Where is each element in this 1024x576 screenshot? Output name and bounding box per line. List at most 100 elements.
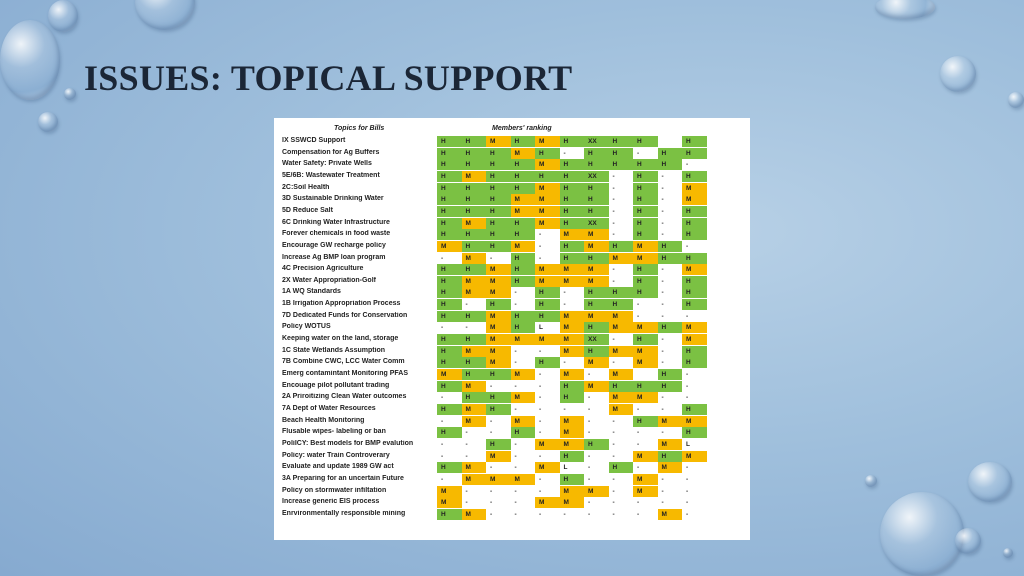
ranking-cell: - <box>584 508 609 520</box>
ranking-cell: - <box>584 427 609 439</box>
ranking-cell: - <box>608 229 633 241</box>
ranking-cell: H <box>510 252 535 264</box>
ranking-cell: H <box>486 170 511 182</box>
ranking-cell: M <box>461 345 486 357</box>
ranking-cell: H <box>633 229 658 241</box>
ranking-cell: M <box>559 275 584 287</box>
ranking-cell: - <box>461 427 486 439</box>
topic-label: 4C Precision Agriculture <box>282 265 364 273</box>
ranking-cell: M <box>486 322 511 334</box>
topic-label: 2A Priroitizing Clean Water outcomes <box>282 393 407 401</box>
ranking-cell: H <box>633 136 658 147</box>
topic-label: Evaluate and update 1989 GW act <box>282 463 394 471</box>
ranking-cell: - <box>510 299 535 311</box>
ranking-cell: - <box>437 450 462 462</box>
ranking-cell: H <box>535 299 560 311</box>
ranking-cell: - <box>633 427 658 439</box>
ranking-cell: - <box>535 427 560 439</box>
ranking-cell: - <box>657 299 682 311</box>
ranking-cell: H <box>657 240 682 252</box>
table-row: Forever chemicals in food waste H H H H - M M - H… <box>274 229 750 241</box>
ranking-cell: - <box>584 450 609 462</box>
ranking-cell: - <box>461 485 486 497</box>
ranking-cell: M <box>461 462 486 474</box>
ranking-cell: H <box>486 147 511 159</box>
ranking-cell: - <box>510 497 535 509</box>
ranking-cell: H <box>584 159 609 171</box>
ranking-cell: M <box>608 369 633 380</box>
ranking-cell: H <box>559 380 584 392</box>
ranking-cell: H <box>682 287 707 299</box>
topic-label: 7D Dedicated Funds for Conservation <box>282 311 408 319</box>
ranking-cell: H <box>584 345 609 357</box>
ranking-cell: H <box>461 229 486 241</box>
ranking-cell: M <box>486 345 511 357</box>
ranking-cell: H <box>461 264 486 276</box>
ranking-cell: M <box>535 462 560 474</box>
ranking-cell: - <box>584 462 609 474</box>
topic-label: Forever chemicals in food waste <box>282 230 391 238</box>
table-row: 2A Priroitizing Clean Water outcomes - H H M… <box>274 392 750 404</box>
ranking-cell: M <box>461 170 486 182</box>
ranking-cell: M <box>657 462 682 474</box>
ranking-cell <box>657 136 682 147</box>
ranking-cell: M <box>657 508 682 520</box>
ranking-cell: H <box>510 322 535 334</box>
ranking-cell: H <box>437 194 462 206</box>
ranking-cell: M <box>584 310 609 322</box>
table-row: Increase generic EIS process M - - - M M - - - - - <box>274 497 750 509</box>
ranking-cell: - <box>510 345 535 357</box>
ranking-cell: H <box>486 403 511 415</box>
ranking-cell: M <box>682 182 707 194</box>
ranking-cell: M <box>633 473 658 485</box>
ranking-cell: - <box>682 497 707 509</box>
ranking-cell: H <box>437 147 462 159</box>
ranking-cell: - <box>535 252 560 264</box>
ranking-cell: H <box>461 194 486 206</box>
ranking-cell: H <box>461 182 486 194</box>
ranking-cell: M <box>461 403 486 415</box>
ranking-cell: H <box>584 182 609 194</box>
topic-label: PoliICY: Best models for BMP evalution <box>282 439 414 447</box>
topic-label: Compensation for Ag Buffers <box>282 148 380 156</box>
ranking-cell: - <box>657 473 682 485</box>
ranking-cell: H <box>584 438 609 450</box>
ranking-cell: - <box>682 485 707 497</box>
ranking-cell: H <box>461 369 486 380</box>
slide-title: ISSUES: TOPICAL SUPPORT <box>84 58 573 98</box>
ranking-cell: M <box>535 136 560 147</box>
ranking-cell: M <box>559 369 584 380</box>
topic-label: Increase Ag BMP loan program <box>282 253 386 261</box>
ranking-cell: L <box>559 462 584 474</box>
ranking-cell: M <box>584 357 609 369</box>
ranking-cell: - <box>461 438 486 450</box>
ranking-cell: H <box>657 369 682 380</box>
ranking-cell: M <box>559 345 584 357</box>
table-row: Policy: water Train Controverary - - M - - H - -… <box>274 450 750 462</box>
ranking-cell: - <box>510 450 535 462</box>
ranking-cell: M <box>559 427 584 439</box>
ranking-cell: M <box>510 415 535 427</box>
ranking-cell: - <box>584 473 609 485</box>
ranking-cell: - <box>535 369 560 380</box>
ranking-cell: M <box>486 275 511 287</box>
table-row: Enrvironmentally responsible mining H M - - -… <box>274 508 750 520</box>
ranking-cell: H <box>437 462 462 474</box>
topic-label: Policy WOTUS <box>282 323 331 331</box>
table-row: 3A Preparing for an uncertain Future - M M M… <box>274 473 750 485</box>
ranking-cell: H <box>608 462 633 474</box>
ranking-cell: H <box>486 182 511 194</box>
ranking-cell: M <box>510 473 535 485</box>
ranking-cell: H <box>437 182 462 194</box>
ranking-cell: M <box>535 497 560 509</box>
ranking-cell: H <box>633 415 658 427</box>
topic-label: 2C:Soil Health <box>282 183 330 191</box>
ranking-cell: - <box>559 299 584 311</box>
water-drop-decoration <box>0 20 60 100</box>
topic-label: Beach Health Monitoring <box>282 416 365 424</box>
ranking-cell: H <box>559 170 584 182</box>
ranking-cell: - <box>486 427 511 439</box>
ranking-cell: M <box>682 334 707 346</box>
ranking-cell: - <box>559 287 584 299</box>
ranking-cell: M <box>535 275 560 287</box>
